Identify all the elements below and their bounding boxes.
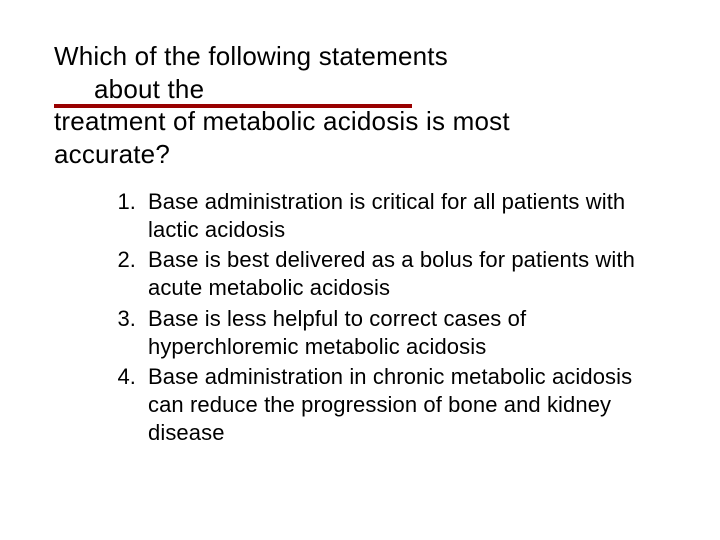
answer-text: Base is best delivered as a bolus for pa… bbox=[148, 247, 635, 300]
question-line-4: accurate? bbox=[54, 139, 170, 169]
question-line-2: about the bbox=[94, 73, 666, 106]
answer-item: 2. Base is best delivered as a bolus for… bbox=[92, 246, 666, 302]
answer-list: 1. Base administration is critical for a… bbox=[92, 188, 666, 447]
answer-text: Base is less helpful to correct cases of… bbox=[148, 306, 526, 359]
answer-item: 1. Base administration is critical for a… bbox=[92, 188, 666, 244]
question-text: Which of the following statements about … bbox=[54, 40, 666, 170]
answer-text: Base administration in chronic metabolic… bbox=[148, 364, 632, 445]
answer-text: Base administration is critical for all … bbox=[148, 189, 625, 242]
title-underline bbox=[54, 104, 412, 108]
answer-item: 4. Base administration in chronic metabo… bbox=[92, 363, 666, 447]
answer-number: 1. bbox=[92, 188, 136, 216]
answer-number: 3. bbox=[92, 305, 136, 333]
slide-container: Which of the following statements about … bbox=[0, 0, 720, 540]
answer-item: 3. Base is less helpful to correct cases… bbox=[92, 305, 666, 361]
answer-number: 4. bbox=[92, 363, 136, 391]
question-line-3: treatment of metabolic acidosis is most bbox=[54, 106, 510, 136]
question-line-1: Which of the following statements bbox=[54, 41, 448, 71]
answer-number: 2. bbox=[92, 246, 136, 274]
